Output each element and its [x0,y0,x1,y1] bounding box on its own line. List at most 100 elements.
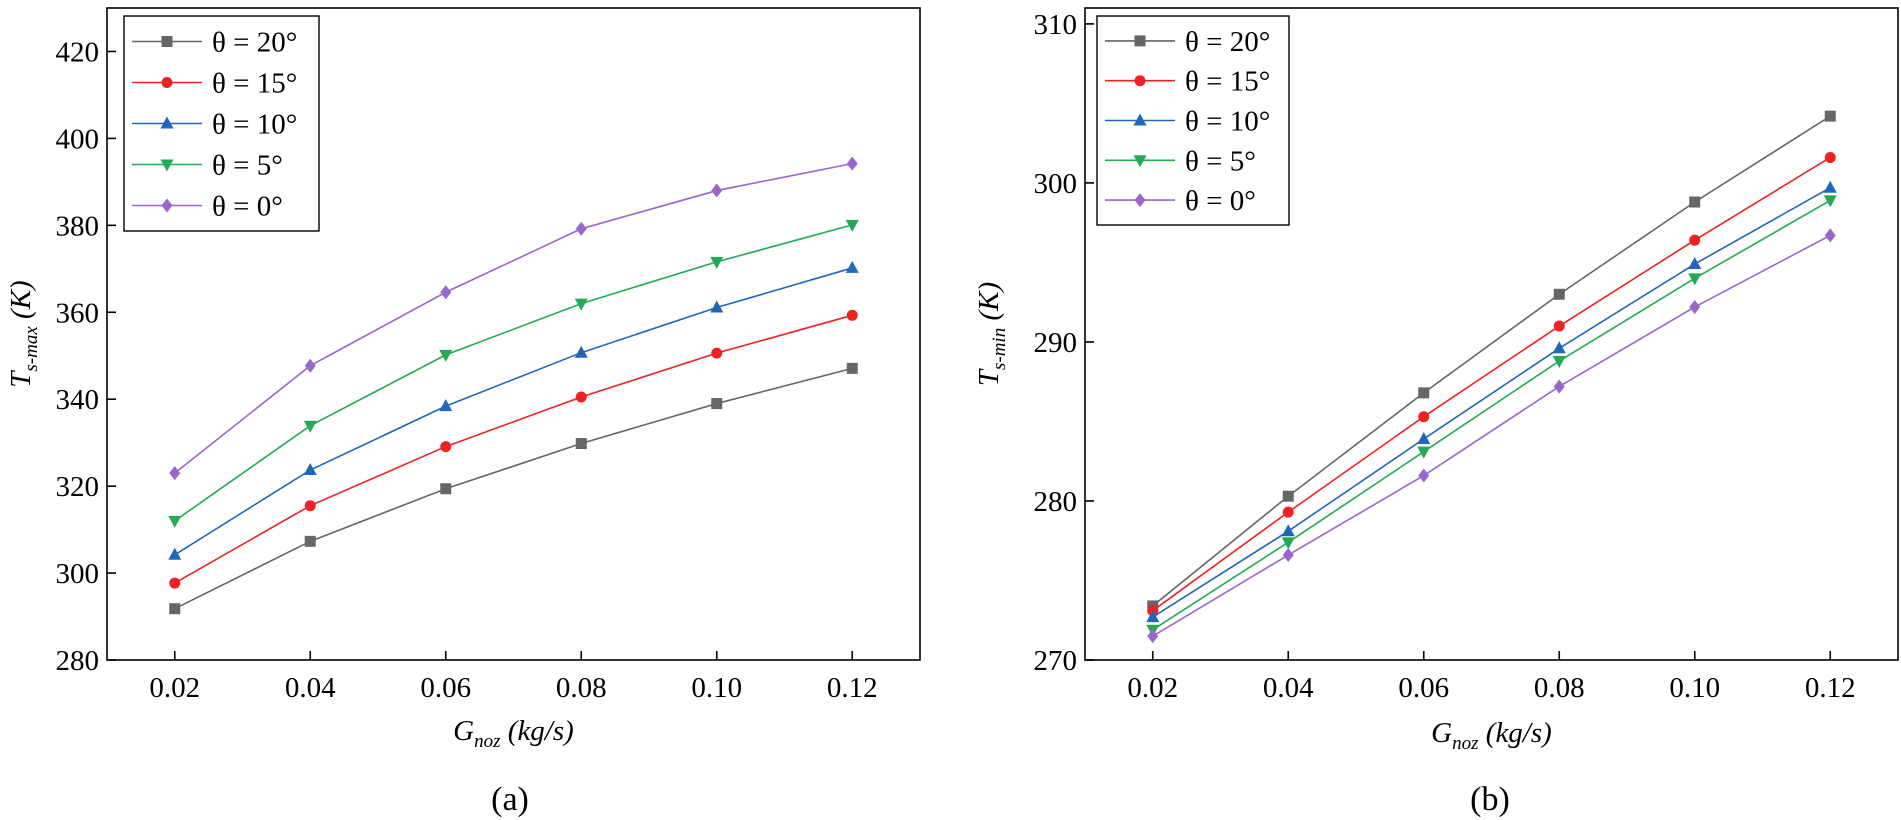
data-point [304,500,316,512]
x-tick-label: 0.02 [1127,672,1178,704]
legend-label: θ = 20° [212,27,297,59]
x-axis-title-main: G [453,715,474,747]
y-tick-label: 420 [56,36,100,68]
data-point [575,438,587,450]
legend-label: θ = 10° [1185,106,1270,138]
data-point [711,347,723,359]
y-axis-title-rest: (K) [973,282,1005,328]
data-point [304,358,316,373]
y-axis-title-sub: s-max [21,326,42,372]
x-tick-label: 0.08 [556,672,607,704]
x-axis-title-rest: (kg/s) [1479,717,1552,749]
data-point [1281,537,1295,550]
data-point [575,391,587,403]
x-tick-label: 0.02 [149,672,200,704]
data-point [169,603,181,615]
y-tick-label: 310 [1034,9,1078,41]
data-point [440,285,452,300]
series-line [1152,234,1831,637]
legend-label: θ = 0° [212,191,283,223]
plot-frame [106,7,921,661]
data-point [1552,341,1566,354]
data-point [1824,151,1836,163]
data-point [1418,468,1430,483]
legend-label: θ = 20° [1185,26,1270,58]
series-line [1152,199,1831,631]
data-point [575,221,587,236]
data-point [1688,273,1702,286]
data-point [1823,180,1837,193]
data-point [1689,299,1701,314]
data-point [1553,379,1565,394]
data-point [303,463,317,476]
data-point [711,398,723,410]
y-axis-title-sub: s-min [989,328,1010,370]
plot-frame [1084,7,1899,661]
data-point [439,349,453,362]
data-point [1418,411,1430,423]
y-tick-label: 400 [56,123,100,155]
legend-square-icon [1134,35,1146,47]
data-point [1688,257,1702,270]
y-tick-label: 340 [56,384,100,416]
x-tick-label: 0.10 [1669,672,1720,704]
legend-triangle-up-icon [1133,113,1147,126]
data-point [1282,490,1294,502]
legend-square-icon [161,36,173,47]
legend-label: θ = 10° [212,109,297,141]
data-point [1281,524,1295,537]
data-point [1282,548,1294,563]
series-line [1152,115,1831,607]
data-point [439,399,453,412]
data-point [1417,446,1431,459]
y-axis-title-main: T [5,370,37,388]
y-tick-label: 300 [1034,168,1078,200]
data-point [845,260,859,273]
x-tick-label: 0.06 [1398,672,1449,704]
panel-b: 270 280 290 300 310 0.02 0.04 0.06 0.08 0.10 0.12 G… [973,7,1899,818]
data-point [1823,195,1837,208]
legend-label: θ = 5° [1185,145,1256,177]
y-tick-label: 280 [56,645,100,677]
x-tick-label: 0.06 [420,672,471,704]
data-point [303,420,317,433]
data-point [1824,228,1836,243]
x-axis-title-sub: noz [1452,733,1479,754]
y-axis-title-main: T [973,368,1005,386]
data-point [440,483,452,495]
y-axis-title-rest: (K) [5,280,37,326]
data-point [1552,356,1566,369]
legend-label: θ = 15° [1185,66,1270,98]
data-point [846,309,858,321]
series-line [174,267,853,556]
data-point [846,362,858,374]
series-line [1152,187,1831,618]
data-point [168,547,182,560]
x-axis-title: Gnoz (kg/s) [453,715,574,752]
data-point [1147,629,1159,644]
legend-label: θ = 15° [212,68,297,100]
y-tick-label: 380 [56,210,100,242]
legend-triangle-down-icon [160,159,174,172]
legend-triangle-down-icon [1133,155,1147,168]
data-point [1146,610,1160,623]
data-point [710,256,724,269]
data-point [1417,431,1431,444]
data-point [1282,506,1294,518]
data-point [440,441,452,453]
data-point [169,466,181,481]
y-tick-label: 270 [1034,645,1078,677]
y-tick-label: 280 [1034,486,1078,518]
x-axis-title-sub: noz [474,731,501,752]
x-axis-title: Gnoz (kg/s) [1431,717,1552,754]
data-point [845,219,859,232]
legend-diamond-icon [161,198,173,213]
y-axis-title: Ts-max (K) [5,280,42,387]
panel-a: 280 300 320 340 360 380 400 420 0.02 0.04 0.06 0.08… [5,7,921,818]
y-tick-label: 300 [56,558,100,590]
panel-label: (a) [491,781,529,818]
data-point [711,183,723,198]
series-line [174,314,853,584]
legend-circle-icon [1134,75,1146,87]
